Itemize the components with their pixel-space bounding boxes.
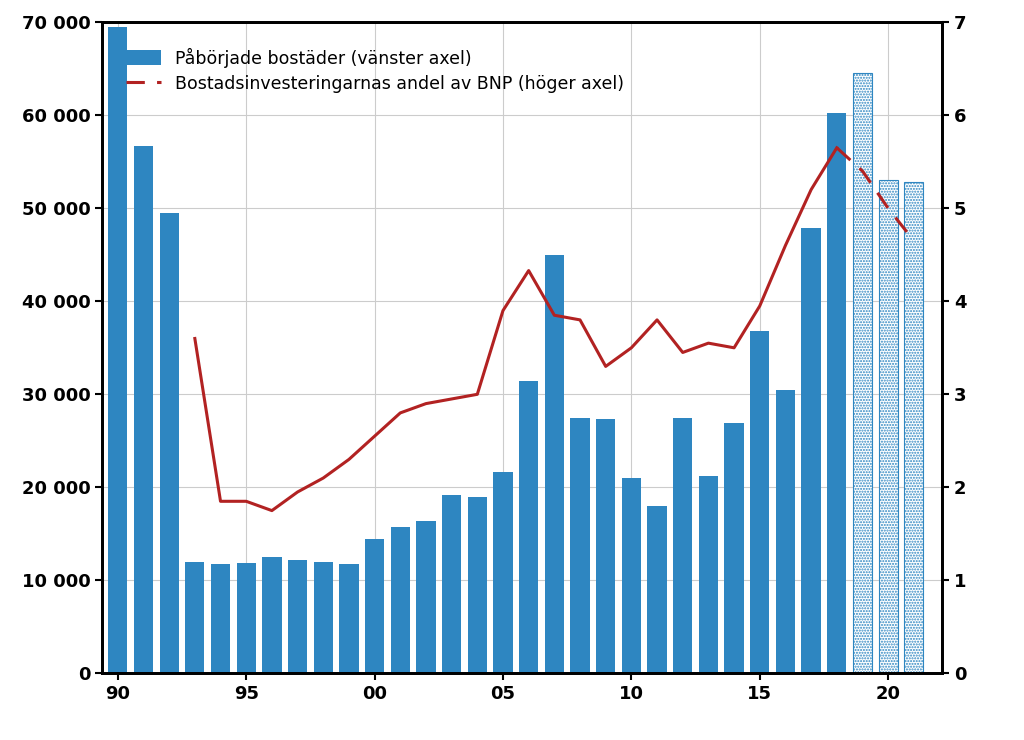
Bar [262,557,282,673]
Bar [622,478,641,673]
Bar [417,521,435,673]
Bar [288,560,307,673]
Bar [313,562,333,673]
Bar [647,506,667,673]
Bar [339,564,358,673]
Bar [570,417,590,673]
Bar [698,476,718,673]
Bar [237,562,256,673]
Bar [134,146,154,673]
Bar [827,113,847,673]
Bar [365,539,384,673]
Bar [879,181,898,673]
Bar [519,381,539,673]
Bar [185,562,205,673]
Bar [160,213,179,673]
Bar [468,497,487,673]
Bar [109,27,127,673]
Bar [673,417,692,673]
Bar [211,564,230,673]
Bar [390,528,410,673]
Bar [724,423,743,673]
Bar [776,390,795,673]
Bar [596,419,615,673]
Bar [853,73,872,673]
Bar [751,331,769,673]
Bar [904,182,924,673]
Bar [545,255,564,673]
Legend: Påbörjade bostäder (vänster axel), Bostadsinvesteringarnas andel av BNP (höger a: Påbörjade bostäder (vänster axel), Bosta… [120,41,631,100]
Bar [802,228,821,673]
Bar [442,495,461,673]
Bar [494,471,513,673]
